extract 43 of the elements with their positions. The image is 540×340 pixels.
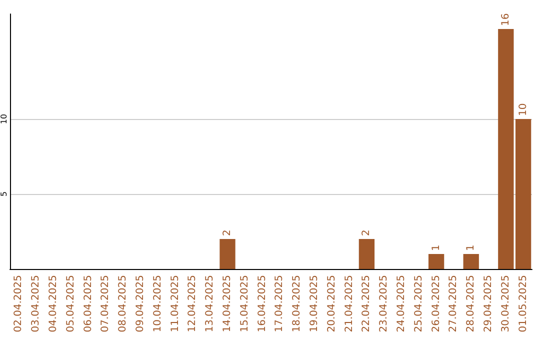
x-tick-label: 12.04.2025 xyxy=(187,275,198,332)
x-tick-label: 14.04.2025 xyxy=(222,275,233,332)
x-tick-label: 06.04.2025 xyxy=(82,275,94,332)
x-tick-label: 08.04.2025 xyxy=(118,275,129,332)
data-label: 1 xyxy=(466,244,477,251)
x-tick-label: 10.04.2025 xyxy=(152,275,164,332)
x-tick-label: 16.04.2025 xyxy=(256,275,268,332)
x-tick-label: 25.04.2025 xyxy=(413,275,424,332)
data-label: 10 xyxy=(518,103,529,116)
x-tick-label: 28.04.2025 xyxy=(466,275,477,332)
x-tick-label: 23.04.2025 xyxy=(378,275,390,332)
x-tick-label: 27.04.2025 xyxy=(448,275,460,332)
bar xyxy=(220,239,236,269)
x-tick-label: 17.04.2025 xyxy=(274,275,286,332)
x-tick-label: 26.04.2025 xyxy=(430,275,442,332)
x-tick-label: 01.05.2025 xyxy=(518,275,529,332)
bar xyxy=(428,254,444,269)
x-tick-label: 19.04.2025 xyxy=(309,275,320,332)
bar xyxy=(463,254,479,269)
x-tick-label: 13.04.2025 xyxy=(204,275,216,332)
x-tick-label: 04.04.2025 xyxy=(48,275,59,332)
x-tick-label: 29.04.2025 xyxy=(483,275,494,332)
x-tick-label: 05.04.2025 xyxy=(65,275,76,332)
x-tick-label: 11.04.2025 xyxy=(170,275,181,332)
bar xyxy=(515,119,532,269)
data-label: 16 xyxy=(500,13,512,26)
x-tick-label: 07.04.2025 xyxy=(100,275,112,332)
data-label: 2 xyxy=(222,230,233,236)
data-label: 1 xyxy=(430,244,442,251)
x-tick-label: 18.04.2025 xyxy=(292,275,303,332)
x-tick-label: 30.04.2025 xyxy=(500,275,512,332)
x-tick-label: 24.04.2025 xyxy=(396,275,407,332)
x-tick-label: 20.04.2025 xyxy=(326,275,338,332)
x-tick-label: 09.04.2025 xyxy=(135,275,146,332)
x-tick-label: 21.04.2025 xyxy=(344,275,355,332)
x-tick-label: 02.04.2025 xyxy=(13,275,24,332)
data-label: 2 xyxy=(361,230,372,236)
x-tick-label: 22.04.2025 xyxy=(361,275,372,332)
bar xyxy=(498,29,514,269)
bar xyxy=(358,239,375,269)
y-tick-label: 5 xyxy=(0,191,8,197)
x-tick-label: 03.04.2025 xyxy=(30,275,42,332)
x-tick-label: 15.04.2025 xyxy=(239,275,250,332)
